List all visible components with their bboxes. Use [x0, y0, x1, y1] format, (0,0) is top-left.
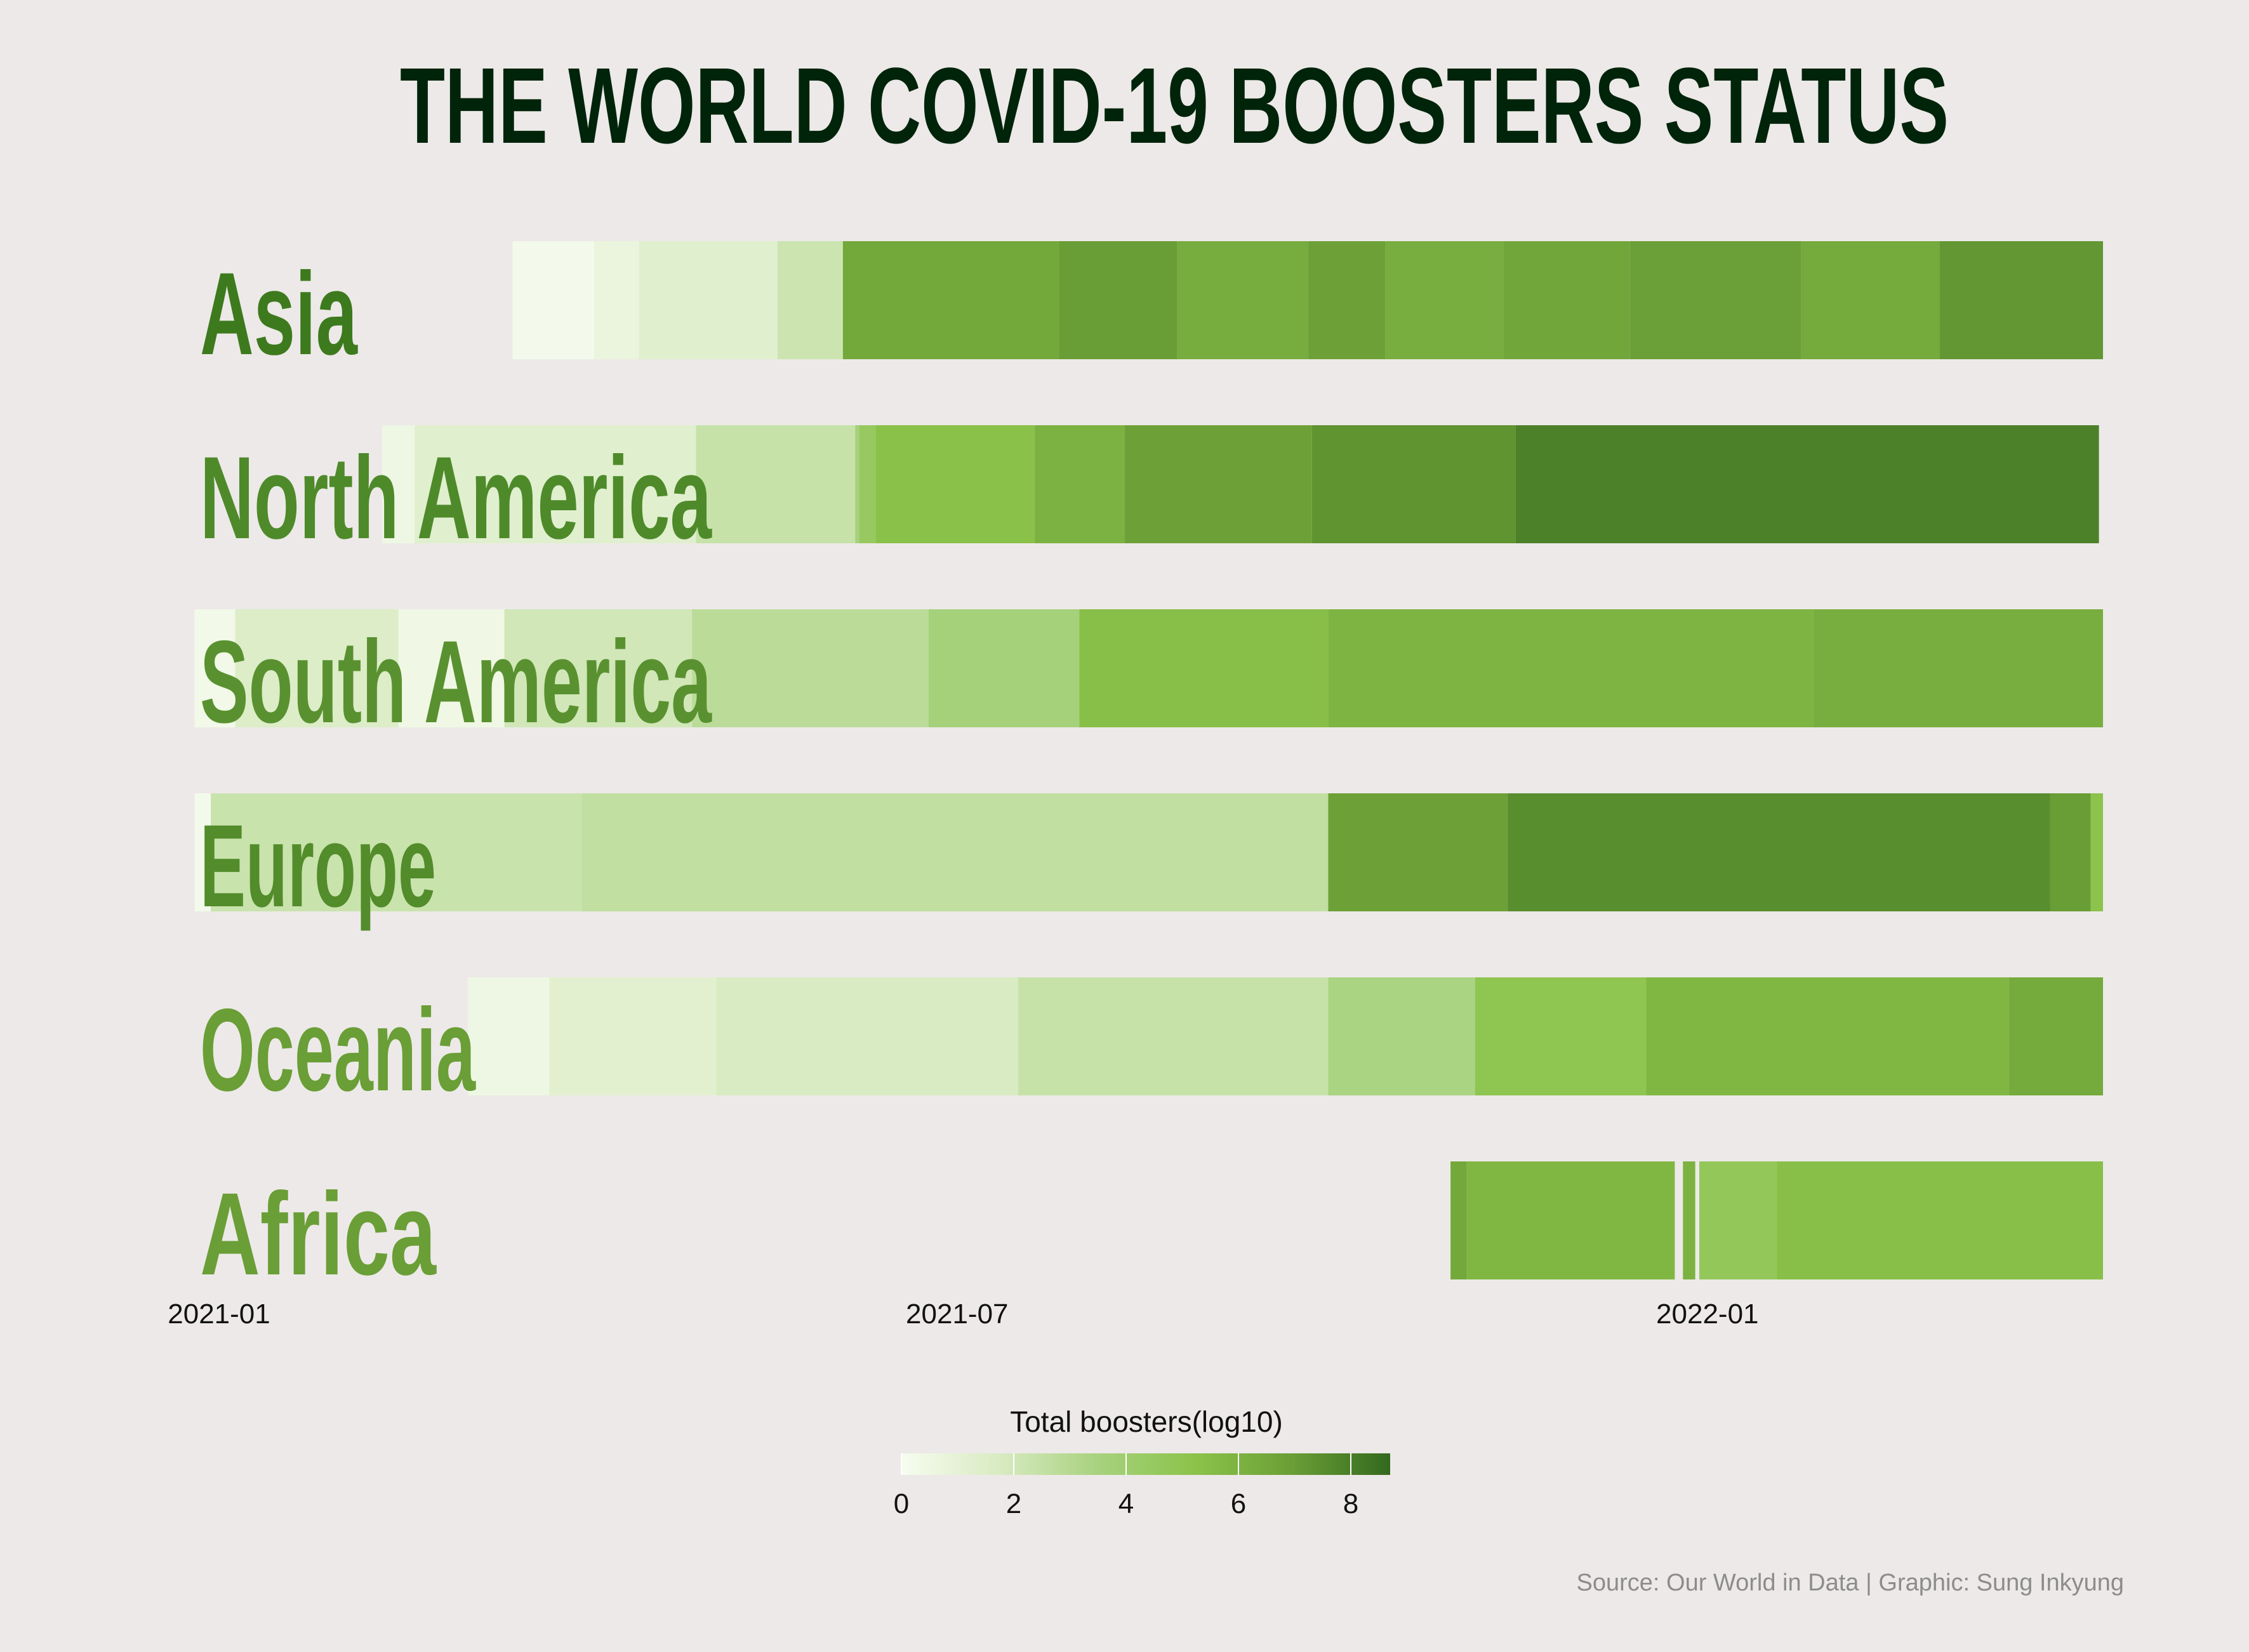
heat-cell-europe-5 [2050, 793, 2091, 911]
heat-cell-africa-4 [1777, 1161, 2103, 1279]
row-label-oceania: Oceania [200, 985, 476, 1116]
heat-cell-north-america-8 [1311, 425, 1516, 543]
heat-cell-north-america-5 [875, 425, 1035, 543]
heat-cell-oceania-1 [549, 977, 717, 1095]
row-north-america: North America [200, 425, 2099, 564]
heat-cell-asia-4 [842, 241, 1059, 359]
x-axis: 2021-01 2021-07 2022-01 [168, 1298, 1758, 1330]
legend-tick-label-4: 8 [1343, 1488, 1358, 1519]
heat-cell-south-america-7 [1328, 609, 1814, 727]
row-africa: Africa [200, 1161, 2103, 1300]
legend-colorbar [901, 1453, 1390, 1475]
heat-cell-south-america-4 [692, 609, 929, 727]
heat-cell-south-america-3 [504, 609, 693, 727]
legend-ticks: 0 2 4 6 8 [894, 1453, 1358, 1519]
row-label-europe: Europe [200, 801, 436, 932]
heat-cell-south-america-1 [235, 609, 399, 727]
legend: Total boosters(log10) 0 2 4 6 8 [894, 1405, 1390, 1519]
x-tick-label-1: 2021-07 [906, 1298, 1008, 1330]
heat-cell-south-america-0 [194, 609, 236, 727]
row-asia: Asia [200, 241, 2103, 380]
heat-cell-north-america-4 [859, 425, 876, 543]
heat-cell-north-america-0 [381, 425, 415, 543]
row-europe: Europe [194, 793, 2103, 932]
heat-cell-north-america-3 [855, 425, 859, 543]
heat-cell-asia-5 [1059, 241, 1178, 359]
heat-cell-africa-1 [1466, 1161, 1675, 1279]
heat-cell-south-america-5 [928, 609, 1080, 727]
heat-cell-south-america-8 [1813, 609, 2103, 727]
heat-cell-north-america-9 [1515, 425, 2099, 543]
heat-cell-asia-6 [1177, 241, 1308, 359]
heat-cell-asia-12 [1940, 241, 2103, 359]
heat-cell-asia-0 [512, 241, 594, 359]
row-south-america: South America [194, 609, 2103, 748]
heat-cell-oceania-4 [1328, 977, 1475, 1095]
heatmap-rows: Asia North America South America Europe Ocea… [194, 241, 2103, 1300]
heat-cell-africa-3 [1699, 1161, 1777, 1279]
row-oceania: Oceania [200, 977, 2103, 1116]
heat-cell-europe-0 [194, 793, 211, 911]
heat-cell-asia-3 [778, 241, 843, 359]
heat-cell-south-america-6 [1079, 609, 1329, 727]
heat-cell-oceania-7 [2009, 977, 2103, 1095]
heat-cell-oceania-3 [1018, 977, 1329, 1095]
source-caption: Source: Our World in Data | Graphic: Sun… [1577, 1569, 2124, 1596]
heat-cell-north-america-2 [696, 425, 856, 543]
heat-cell-oceania-0 [467, 977, 550, 1095]
x-tick-label-0: 2021-01 [168, 1298, 270, 1330]
heat-cell-asia-1 [594, 241, 639, 359]
heat-cell-north-america-7 [1124, 425, 1312, 543]
legend-tick-label-3: 6 [1231, 1488, 1246, 1519]
heat-cell-africa-0 [1450, 1161, 1467, 1279]
heat-cell-north-america-6 [1034, 425, 1125, 543]
heat-cell-europe-6 [2090, 793, 2103, 911]
row-label-north-america: North America [200, 433, 712, 564]
heat-cell-asia-9 [1503, 241, 1630, 359]
heat-cell-asia-2 [639, 241, 778, 359]
heat-cell-asia-10 [1629, 241, 1801, 359]
row-label-south-america: South America [200, 617, 712, 748]
legend-tick-label-0: 0 [894, 1488, 909, 1519]
heat-cell-oceania-2 [716, 977, 1019, 1095]
heat-cell-oceania-6 [1646, 977, 2010, 1095]
row-label-asia: Asia [200, 249, 358, 380]
heat-cell-europe-4 [1508, 793, 2050, 911]
heat-cell-oceania-5 [1475, 977, 1647, 1095]
heat-cell-africa-2 [1683, 1161, 1695, 1279]
heat-cell-europe-2 [581, 793, 1329, 911]
x-tick-label-2: 2022-01 [1656, 1298, 1758, 1330]
row-label-africa: Africa [200, 1169, 437, 1300]
legend-title: Total boosters(log10) [1010, 1405, 1283, 1438]
heat-cell-europe-1 [211, 793, 582, 911]
heat-cell-asia-8 [1385, 241, 1504, 359]
heat-cell-asia-11 [1801, 241, 1940, 359]
heat-cell-asia-7 [1308, 241, 1386, 359]
legend-tick-label-2: 4 [1118, 1488, 1134, 1519]
heat-cell-europe-3 [1328, 793, 1508, 911]
heat-cell-north-america-1 [415, 425, 696, 543]
legend-tick-label-1: 2 [1006, 1488, 1021, 1519]
chart-title: THE WORLD COVID-19 BOOSTERS STATUS [400, 46, 1949, 166]
heat-cell-south-america-2 [398, 609, 505, 727]
